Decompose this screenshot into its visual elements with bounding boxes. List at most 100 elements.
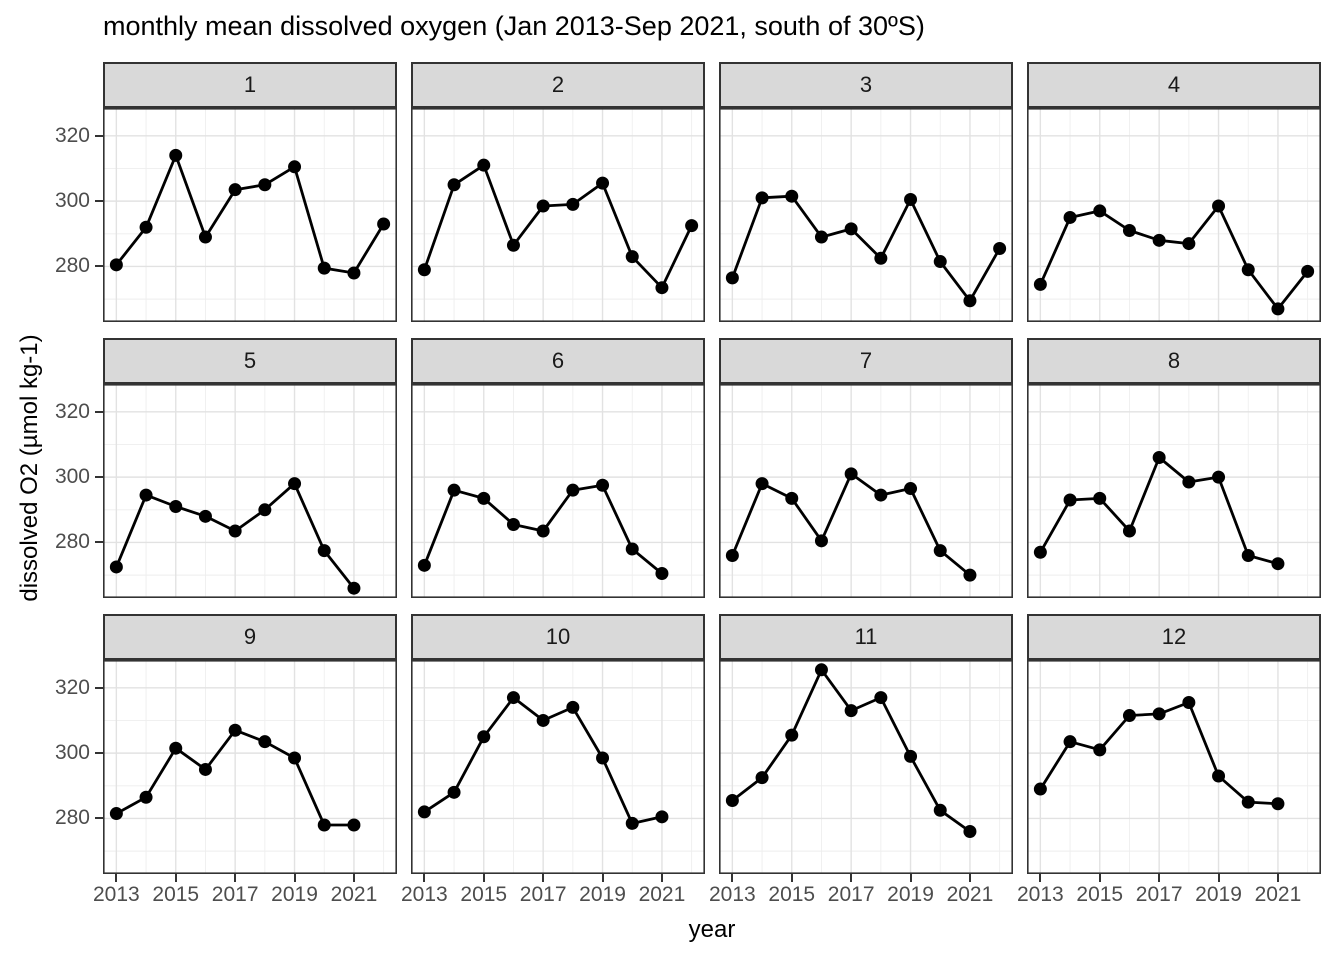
data-point xyxy=(963,825,977,839)
data-line xyxy=(1038,204,1310,311)
data-point xyxy=(755,477,769,491)
x-tick-label: 2019 xyxy=(1195,883,1242,906)
facet-strip-label: 7 xyxy=(859,348,873,373)
data-line xyxy=(114,154,386,275)
data-point xyxy=(258,178,272,192)
facet-panel-9 xyxy=(103,660,397,874)
y-tick-label: 280 xyxy=(54,806,90,830)
data-point xyxy=(625,816,639,830)
data-point xyxy=(258,503,272,517)
data-point xyxy=(417,805,431,819)
facet-panel-3 xyxy=(719,108,1013,322)
facet-panel-8 xyxy=(1027,384,1321,598)
data-point xyxy=(1212,769,1226,783)
data-line xyxy=(730,194,1002,303)
data-point xyxy=(1122,224,1136,238)
data-point xyxy=(417,263,431,277)
data-point xyxy=(844,704,858,718)
y-tick-mark xyxy=(95,476,103,479)
x-tick-label: 2015 xyxy=(1076,883,1124,906)
data-point xyxy=(1152,451,1166,465)
x-tick-mark xyxy=(1039,874,1042,882)
data-point xyxy=(109,807,123,821)
panel-border xyxy=(1027,108,1321,322)
facet-panel-4 xyxy=(1027,108,1321,322)
data-point xyxy=(288,751,302,765)
facet-strip-9: 9 xyxy=(103,614,397,660)
y-tick-mark xyxy=(95,410,103,413)
data-point xyxy=(139,790,153,804)
x-tick-label: 2021 xyxy=(638,883,686,906)
data-point xyxy=(1182,695,1196,709)
data-point xyxy=(963,294,977,308)
data-point xyxy=(1093,491,1107,505)
x-tick-label: 2021 xyxy=(946,883,994,906)
data-point xyxy=(963,568,977,582)
x-tick-mark xyxy=(790,874,793,882)
facet-strip-label: 9 xyxy=(243,624,257,649)
x-tick-label: 2017 xyxy=(519,883,567,906)
data-point xyxy=(874,488,888,502)
data-point xyxy=(933,803,947,817)
panel-border xyxy=(719,660,1013,874)
data-point xyxy=(198,509,212,523)
data-point xyxy=(536,199,550,213)
data-point xyxy=(844,222,858,236)
x-tick-label: 2013 xyxy=(401,883,448,906)
x-tick-mark xyxy=(234,874,237,882)
facet-panel-12 xyxy=(1027,660,1321,874)
data-point xyxy=(993,241,1007,255)
data-point xyxy=(477,158,491,172)
data-point xyxy=(169,741,183,755)
data-point xyxy=(139,220,153,234)
facet-strip-label: 11 xyxy=(854,624,878,649)
data-point xyxy=(814,663,828,677)
data-point xyxy=(725,549,739,563)
x-tick-label: 2013 xyxy=(93,883,140,906)
x-tick-mark xyxy=(850,874,853,882)
data-point xyxy=(1271,797,1285,811)
y-tick-label: 300 xyxy=(54,741,90,765)
panel-border xyxy=(411,108,705,322)
y-tick-label: 300 xyxy=(54,465,90,489)
data-point xyxy=(874,251,888,265)
data-point xyxy=(655,566,669,580)
data-point xyxy=(625,542,639,556)
data-point xyxy=(536,713,550,727)
y-tick-label: 280 xyxy=(54,530,90,554)
x-tick-mark xyxy=(601,874,604,882)
data-point xyxy=(904,482,918,496)
facet-strip-6: 6 xyxy=(411,338,705,384)
data-point xyxy=(447,785,461,799)
facet-strip-7: 7 xyxy=(719,338,1013,384)
facet-panel-5 xyxy=(103,384,397,598)
facet-strip-11: 11 xyxy=(719,614,1013,660)
facet-strip-1: 1 xyxy=(103,62,397,108)
chart-title: monthly mean dissolved oxygen (Jan 2013-… xyxy=(103,11,925,41)
data-point xyxy=(228,524,242,538)
data-point xyxy=(933,544,947,558)
data-point xyxy=(596,176,610,190)
facet-strip-label: 10 xyxy=(545,624,571,649)
x-tick-mark xyxy=(660,874,663,882)
data-point xyxy=(1301,264,1315,278)
data-point xyxy=(447,483,461,497)
data-point xyxy=(169,500,183,514)
facet-strip-5: 5 xyxy=(103,338,397,384)
panel-border xyxy=(411,660,705,874)
facet-strip-3: 3 xyxy=(719,62,1013,108)
data-point xyxy=(755,771,769,785)
panel-border xyxy=(103,660,397,874)
data-point xyxy=(258,735,272,749)
data-point xyxy=(596,751,610,765)
facet-strip-label: 5 xyxy=(243,348,257,373)
data-point xyxy=(566,700,580,714)
facet-strip-label: 6 xyxy=(551,348,565,373)
facet-strip-10: 10 xyxy=(411,614,705,660)
y-tick-label: 320 xyxy=(54,399,90,423)
data-point xyxy=(1063,210,1077,224)
facet-panel-2 xyxy=(411,108,705,322)
data-point xyxy=(139,488,153,502)
data-point xyxy=(417,558,431,572)
data-point xyxy=(1033,782,1047,796)
